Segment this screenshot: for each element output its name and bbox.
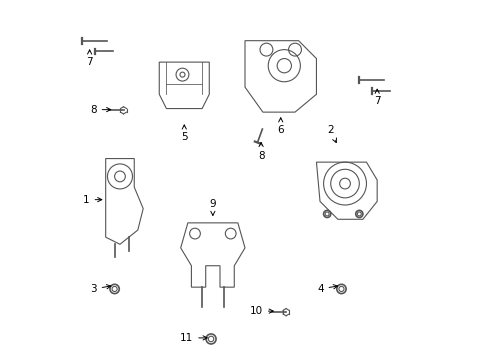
Text: 5: 5 <box>181 125 188 142</box>
Text: 1: 1 <box>83 195 102 204</box>
Text: 10: 10 <box>250 306 273 316</box>
Text: 9: 9 <box>210 199 216 215</box>
Text: 6: 6 <box>277 118 284 135</box>
Text: 3: 3 <box>90 284 111 294</box>
Text: 8: 8 <box>90 105 111 114</box>
Text: 7: 7 <box>86 50 93 67</box>
Text: 8: 8 <box>258 143 265 161</box>
Text: 11: 11 <box>180 333 207 343</box>
Text: 2: 2 <box>327 125 337 143</box>
Text: 4: 4 <box>317 284 338 294</box>
Text: 7: 7 <box>374 89 380 106</box>
